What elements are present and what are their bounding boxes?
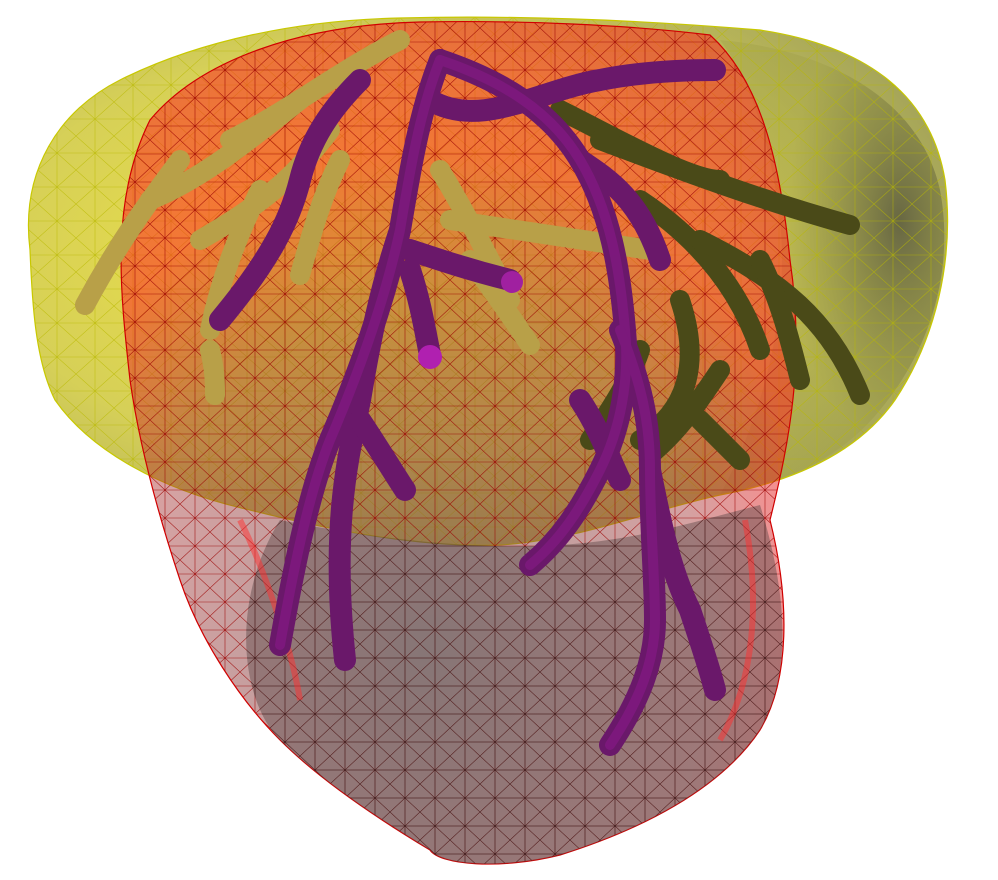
purple-vessel-tree (209, 49, 726, 756)
